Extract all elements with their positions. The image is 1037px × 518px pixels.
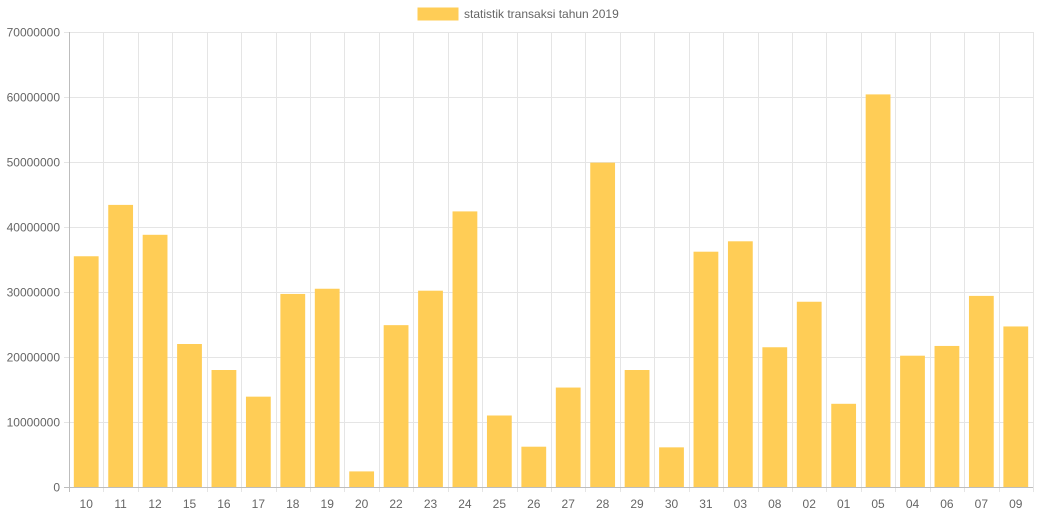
- bar[interactable]: [934, 345, 960, 487]
- x-tick-label: 02: [803, 497, 817, 511]
- bar[interactable]: [73, 256, 99, 487]
- legend-label[interactable]: statistik transaksi tahun 2019: [464, 7, 619, 21]
- legend-swatch[interactable]: [417, 7, 459, 21]
- y-tick-label: 60000000: [7, 91, 61, 105]
- x-tick-label: 16: [217, 497, 231, 511]
- x-tick-label: 20: [355, 497, 369, 511]
- bar[interactable]: [280, 293, 306, 487]
- bar[interactable]: [1003, 326, 1029, 487]
- x-tick-label: 06: [940, 497, 954, 511]
- bar[interactable]: [659, 447, 684, 487]
- y-tick-label: 70000000: [7, 26, 61, 40]
- x-tick-label: 30: [665, 497, 679, 511]
- x-axis-tick-labels: 10 11 12 15 16 17 18 19 20 22 23 24 25 26 27 28 29 30 31 03…: [80, 497, 1023, 511]
- x-tick-label: 08: [768, 497, 782, 511]
- bar[interactable]: [865, 94, 891, 488]
- bar[interactable]: [177, 344, 202, 487]
- bar[interactable]: [142, 234, 168, 487]
- bar[interactable]: [314, 288, 340, 487]
- x-tick-label: 24: [458, 497, 472, 511]
- bar[interactable]: [831, 403, 857, 487]
- bar[interactable]: [968, 295, 994, 487]
- x-tick-label: 29: [630, 497, 644, 511]
- x-tick-label: 19: [321, 497, 335, 511]
- gridlines: [64, 32, 1034, 492]
- bar[interactable]: [762, 347, 788, 487]
- y-tick-label: 30000000: [7, 286, 61, 300]
- y-tick-label: 40000000: [7, 221, 61, 235]
- y-tick-label: 10000000: [7, 416, 61, 430]
- bar[interactable]: [245, 396, 271, 487]
- bar[interactable]: [727, 241, 753, 487]
- x-tick-label: 22: [389, 497, 403, 511]
- bar[interactable]: [383, 325, 409, 487]
- x-tick-label: 15: [183, 497, 197, 511]
- x-tick-label: 12: [148, 497, 162, 511]
- x-tick-label: 01: [837, 497, 851, 511]
- y-tick-label: 50000000: [7, 156, 61, 170]
- bar-series: [73, 94, 1029, 488]
- axes: [64, 32, 1033, 492]
- legend[interactable]: statistik transaksi tahun 2019: [417, 7, 619, 21]
- x-tick-label: 28: [596, 497, 610, 511]
- bar[interactable]: [486, 415, 512, 488]
- x-tick-label: 05: [871, 497, 885, 511]
- x-tick-label: 17: [252, 497, 266, 511]
- x-tick-label: 10: [80, 497, 94, 511]
- x-tick-label: 31: [699, 497, 713, 511]
- x-tick-label: 27: [562, 497, 576, 511]
- bar[interactable]: [108, 204, 134, 487]
- bar[interactable]: [555, 387, 581, 487]
- x-tick-label: 03: [734, 497, 748, 511]
- y-tick-label: 0: [53, 481, 60, 495]
- bar[interactable]: [521, 446, 547, 487]
- y-axis-tick-labels: 0 10000000 20000000 30000000 40000000 5000000…: [7, 26, 61, 495]
- bar[interactable]: [624, 370, 650, 487]
- x-tick-label: 18: [286, 497, 300, 511]
- x-tick-label: 25: [493, 497, 507, 511]
- bar[interactable]: [418, 290, 443, 487]
- x-tick-label: 26: [527, 497, 541, 511]
- bar[interactable]: [349, 471, 375, 487]
- bar[interactable]: [796, 301, 822, 487]
- x-tick-label: 04: [906, 497, 920, 511]
- y-tick-label: 20000000: [7, 351, 61, 365]
- bar[interactable]: [211, 370, 237, 487]
- x-tick-label: 07: [975, 497, 989, 511]
- bar[interactable]: [693, 251, 719, 487]
- bar[interactable]: [452, 211, 478, 487]
- bar[interactable]: [900, 355, 925, 487]
- x-tick-label: 11: [114, 497, 127, 511]
- bar[interactable]: [590, 162, 616, 487]
- x-tick-label: 09: [1009, 497, 1023, 511]
- x-tick-label: 23: [424, 497, 438, 511]
